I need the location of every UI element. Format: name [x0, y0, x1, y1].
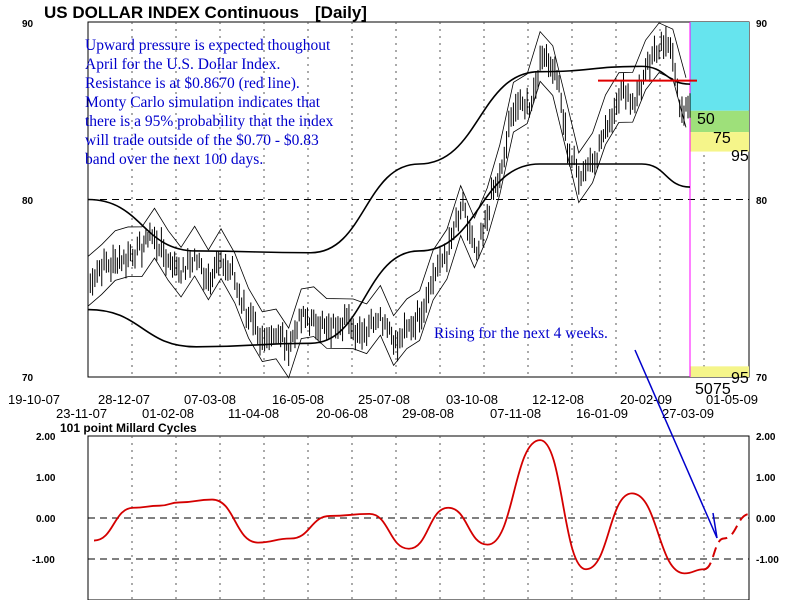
- y-tick-90-left: 90: [22, 19, 34, 30]
- date-label: 07-03-08: [184, 392, 236, 407]
- cycle-grid: [88, 436, 749, 600]
- date-label: 20-02-09: [620, 392, 672, 407]
- date-label: 20-06-08: [316, 406, 368, 421]
- y-tick-90-right: 90: [756, 19, 768, 30]
- mc-upper-95-label: 95: [731, 148, 749, 165]
- date-label: 01-05-09: [706, 392, 758, 407]
- price-y-axis-right: 90 80 70: [756, 19, 768, 384]
- date-label: 28-12-07: [98, 392, 150, 407]
- mc-upper-75-label: 75: [713, 130, 731, 147]
- date-label: 27-03-09: [662, 406, 714, 421]
- cycle-y-tick-1: 1.00: [36, 473, 56, 484]
- date-label: 29-08-08: [402, 406, 454, 421]
- date-axis-row-1: 19-10-07 28-12-07 07-03-08 16-05-08 25-0…: [8, 392, 758, 407]
- mc-lower-75-label: 75: [713, 381, 731, 398]
- cycle-y-tick-2: 2.00: [36, 432, 56, 443]
- cycle-envelopes: [87, 22, 691, 379]
- mc-green-zone: [690, 110, 749, 133]
- chart-period: [Daily]: [315, 3, 367, 22]
- mc-labels: 50 75 95 50 75 95: [695, 111, 749, 398]
- mc-lower-yellow-zone: [690, 366, 749, 377]
- cycle-y-axis-left: 2.00 1.00 0.00 -1.00: [32, 432, 56, 566]
- cycle-lines: [93, 439, 751, 575]
- cycle-y-tick-minus-1-right: -1.00: [756, 555, 779, 566]
- mc-lower-50-label: 50: [695, 381, 713, 398]
- y-tick-80-right: 80: [756, 196, 768, 207]
- forecast-note: Rising for the next 4 weeks.: [434, 325, 608, 342]
- price-candles: [87, 26, 691, 367]
- annotation-line-5: there is a 95% probability that the inde…: [85, 113, 334, 130]
- millard-cycle-line: [93, 439, 705, 575]
- chart-title: US DOLLAR INDEX Continuous: [44, 3, 299, 22]
- date-label: 16-01-09: [576, 406, 628, 421]
- date-label: 19-10-07: [8, 392, 60, 407]
- analysis-annotation: Upward pressure is expected thoughout Ap…: [85, 37, 334, 168]
- annotation-line-3: Resistance is at $0.8670 (red line).: [85, 75, 300, 92]
- cycle-y-tick-0-right: 0.00: [756, 514, 776, 525]
- mc-cyan-zone: [690, 22, 749, 111]
- date-label: 25-07-08: [358, 392, 410, 407]
- annotation-line-4: Monty Carlo simulation indicates that: [85, 94, 321, 111]
- date-label: 16-05-08: [272, 392, 324, 407]
- y-tick-70-left: 70: [22, 373, 34, 384]
- price-y-axis-left: 90 80 70: [22, 19, 34, 384]
- annotation-line-2: April for the U.S. Dollar Index.: [85, 56, 280, 73]
- forecast-arrow-head: [712, 512, 718, 539]
- envelope-lower-inner: [87, 72, 687, 379]
- date-axis-row-2: 23-11-07 01-02-08 11-04-08 20-06-08 29-0…: [56, 406, 714, 421]
- envelope-lower-outer: [87, 163, 691, 348]
- cycle-y-tick-2-right: 2.00: [756, 432, 776, 443]
- forecast-arrow-line: [634, 349, 718, 539]
- mc-upper-50-label: 50: [697, 111, 715, 128]
- y-tick-70-right: 70: [756, 373, 768, 384]
- mc-yellow-zone: [690, 132, 749, 152]
- mc-lower-95-label: 95: [731, 370, 749, 387]
- envelope-upper-inner: [87, 22, 687, 329]
- date-label: 07-11-08: [490, 406, 541, 421]
- cycle-y-tick-0: 0.00: [36, 514, 56, 525]
- date-label: 11-04-08: [228, 406, 279, 421]
- date-label: 03-10-08: [446, 392, 498, 407]
- annotation-line-7: band over the next 100 days.: [85, 151, 263, 168]
- cycle-y-axis-right: 2.00 1.00 0.00 -1.00: [756, 432, 779, 566]
- y-tick-80-left: 80: [22, 196, 34, 207]
- annotation-line-1: Upward pressure is expected thoughout: [85, 37, 331, 54]
- cycle-panel-title: 101 point Millard Cycles: [60, 421, 197, 435]
- date-label: 23-11-07: [56, 406, 107, 421]
- date-label: 01-02-08: [142, 406, 194, 421]
- millard-cycle-projection: [703, 512, 751, 571]
- cycle-y-tick-minus-1: -1.00: [32, 555, 55, 566]
- cycle-y-tick-1-right: 1.00: [756, 473, 776, 484]
- date-label: 12-12-08: [532, 392, 584, 407]
- envelope-upper-outer: [87, 65, 691, 254]
- annotation-line-6: will trade outside of the $0.70 - $0.83: [85, 132, 319, 149]
